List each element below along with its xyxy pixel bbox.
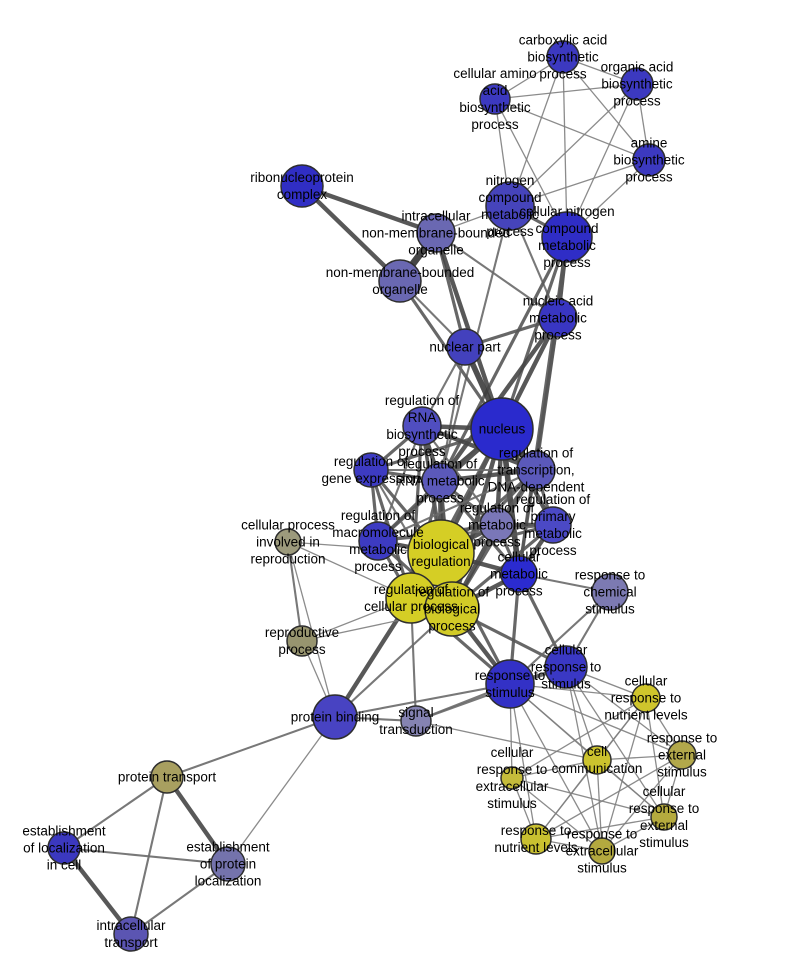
graph-node-carboxylic_acid_biosynthetic[interactable] (546, 40, 580, 74)
graph-edge-cellular_amino_acid_biosynthetic--cellular_nitrogen_compound_metabolic (494, 98, 568, 238)
graph-node-cellular_response_stimulus[interactable] (544, 645, 588, 689)
graph-edge-response_stimulus--response_nutrient (509, 683, 537, 840)
graph-edge-reg_rna_biosynthetic--reg_macromolecule_metabolic (377, 425, 423, 542)
graph-node-cellular_amino_acid_biosynthetic[interactable] (479, 83, 511, 115)
graph-edge-organic_acid_biosynthetic--cellular_amino_acid_biosynthetic (494, 83, 638, 100)
graph-edge-cell_communication--signal_transduction (415, 720, 598, 761)
graph-edge-cell_communication--response_nutrient (535, 759, 598, 840)
graph-node-organic_acid_biosynthetic[interactable] (620, 67, 654, 101)
graph-node-protein_transport[interactable] (150, 760, 184, 794)
graph-node-cellular_response_extracellular[interactable] (500, 766, 524, 790)
graph-edge-establishment_localization_cell--establishment_protein_localization (63, 846, 229, 866)
graph-node-intracellular_transport[interactable] (113, 916, 149, 952)
graph-edge-establishment_localization_cell--intracellular_transport (62, 846, 133, 936)
graph-edge-carboxylic_acid_biosynthetic--nitrogen_compound_metabolic (509, 56, 564, 207)
graph-edge-ribonucleoprotein_complex--nmb_organelle (300, 184, 402, 283)
graph-node-reg_rna_biosynthetic[interactable] (402, 406, 442, 446)
graph-node-reproductive_process[interactable] (286, 625, 318, 657)
graph-node-response_stimulus[interactable] (485, 659, 535, 709)
graph-edge-response_external--response_extracellular (601, 754, 683, 852)
graph-edge-response_external--response_nutrient (535, 754, 683, 840)
graph-node-response_extracellular[interactable] (588, 837, 616, 865)
graph-edge-protein_binding--establishment_protein_localization (227, 716, 336, 865)
graph-edge-cellular_amino_acid_biosynthetic--amine_biosynthetic (494, 98, 650, 161)
graph-node-reg_gene_expression[interactable] (353, 452, 389, 488)
graph-edge-organic_acid_biosynthetic--cellular_nitrogen_compound_metabolic (566, 83, 638, 238)
graph-node-ribonucleoprotein_complex[interactable] (280, 164, 324, 208)
node-layer (47, 40, 697, 952)
graph-edge-cellular_response_nutrient--response_extracellular (601, 697, 647, 852)
graph-node-nmb_organelle[interactable] (378, 259, 422, 303)
graph-node-response_nutrient[interactable] (520, 823, 552, 855)
graph-node-nitrogen_compound_metabolic[interactable] (485, 181, 535, 231)
graph-node-reg_macromolecule_metabolic[interactable] (358, 521, 398, 561)
graph-node-reg_transcription_dna[interactable] (516, 450, 556, 490)
graph-edge-carboxylic_acid_biosynthetic--amine_biosynthetic (562, 56, 650, 161)
graph-node-intracellular_nmb_organelle[interactable] (416, 213, 456, 253)
graph-node-cellular_process_reproduction[interactable] (274, 528, 302, 556)
graph-edge-carboxylic_acid_biosynthetic--cellular_nitrogen_compound_metabolic (562, 56, 568, 238)
graph-edge-response_stimulus--protein_binding (334, 682, 511, 719)
graph-edge-cellular_response_external--response_nutrient (535, 816, 665, 840)
graph-edge-cellular_nitrogen_compound_metabolic--nucleus (500, 236, 569, 430)
graph-node-cellular_metabolic[interactable] (500, 555, 538, 593)
graph-edge-cellular_response_stimulus--cellular_response_external (565, 666, 665, 818)
graph-node-protein_binding[interactable] (312, 694, 358, 740)
graph-node-establishment_protein_localization[interactable] (210, 846, 246, 882)
graph-node-cellular_response_external[interactable] (650, 803, 678, 831)
graph-node-cellular_nitrogen_compound_metabolic[interactable] (541, 211, 593, 263)
graph-edge-protein_binding--protein_transport (166, 716, 336, 778)
graph-edge-cell_communication--response_extracellular (596, 759, 603, 852)
graph-node-amine_biosynthetic[interactable] (632, 143, 666, 177)
graph-edge-intracellular_nmb_organelle--nucleic_acid_metabolic (435, 232, 559, 319)
graph-edge-establishment_protein_localization--intracellular_transport (130, 863, 229, 935)
edge-layer (62, 56, 683, 936)
graph-node-response_chemical[interactable] (591, 573, 629, 611)
graph-node-nucleus[interactable] (470, 397, 534, 461)
graph-edge-ribonucleoprotein_complex--intracellular_nmb_organelle (301, 183, 437, 236)
graph-edge-protein_transport--establishment_localization_cell (63, 776, 168, 849)
graph-node-reg_rna_metabolic[interactable] (421, 462, 459, 500)
graph-node-reg_metabolic[interactable] (479, 507, 515, 543)
graph-node-response_external[interactable] (667, 740, 697, 770)
graph-node-nuclear_part[interactable] (446, 328, 484, 366)
graph-edge-cellular_response_extracellular--cellular_response_external (511, 777, 665, 818)
graph-edge-reg_rna_biosynthetic--reg_metabolic (421, 425, 498, 526)
graph-edge-cellular_process_reproduction--reproductive_process (286, 541, 304, 642)
graph-node-cellular_response_nutrient[interactable] (631, 683, 661, 713)
graph-edge-response_stimulus--response_extracellular (509, 683, 603, 852)
graph-edge-nuclear_part--reg_rna_metabolic (438, 346, 467, 482)
graph-node-cell_communication[interactable] (582, 745, 612, 775)
graph-edge-cellular_response_nutrient--cellular_response_extracellular (511, 697, 647, 779)
graph-node-reg_primary_metabolic[interactable] (534, 506, 572, 544)
graph-edge-reg_transcription_dna--reg_macromolecule_metabolic (377, 469, 537, 542)
graph-edge-cellular_response_extracellular--response_extracellular (511, 777, 603, 852)
graph-edge-cellular_response_nutrient--cellular_response_external (645, 697, 665, 818)
graph-node-signal_transduction[interactable] (400, 705, 432, 737)
graph-node-reg_biological_process[interactable] (424, 581, 480, 637)
graph-node-nucleic_acid_metabolic[interactable] (538, 298, 578, 338)
graph-node-establishment_localization_cell[interactable] (47, 831, 81, 865)
graph-edge-organic_acid_biosynthetic--nitrogen_compound_metabolic (509, 83, 638, 207)
